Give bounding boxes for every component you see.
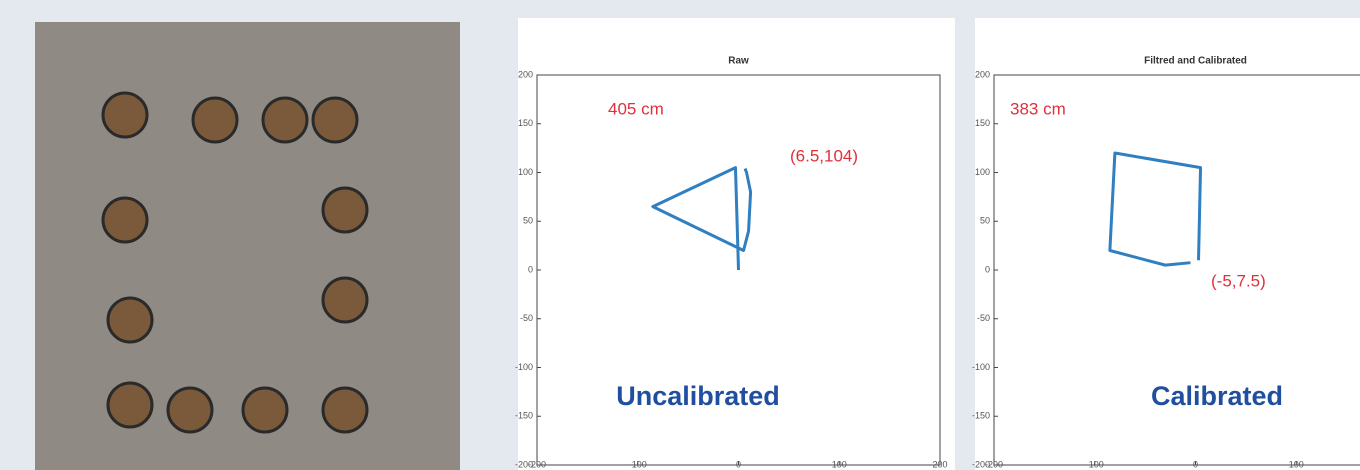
x-tick-label: 200 (932, 459, 947, 469)
y-tick-label: 200 (975, 69, 990, 79)
y-tick-label: 50 (523, 216, 533, 226)
annotation: (-5,7.5) (1211, 271, 1266, 290)
annotation: Uncalibrated (616, 381, 780, 411)
annotation: (6.5,104) (790, 146, 858, 165)
chart-title: Filtred and Calibrated (1144, 56, 1247, 67)
y-tick-label: -50 (977, 313, 990, 323)
x-tick-label: 100 (1289, 459, 1304, 469)
x-tick-label: 0 (1193, 459, 1198, 469)
x-tick-label: -100 (629, 459, 647, 469)
y-tick-label: -100 (972, 362, 990, 372)
y-tick-label: 100 (975, 167, 990, 177)
annotation: 405 cm (608, 99, 664, 118)
y-tick-label: 50 (980, 216, 990, 226)
x-tick-label: -200 (528, 459, 546, 469)
chart-panel: Filtred and Calibrated -200 -150 -100 -50 0 50… (972, 18, 1360, 470)
y-tick-label: 150 (975, 118, 990, 128)
y-tick-label: -50 (520, 313, 533, 323)
x-tick-label: -200 (985, 459, 1003, 469)
y-tick-label: 150 (518, 118, 533, 128)
x-tick-label: -100 (1086, 459, 1104, 469)
y-tick-label: 0 (528, 264, 533, 274)
x-tick-label: 0 (736, 459, 741, 469)
y-tick-label: -150 (515, 411, 533, 421)
robot-photo (35, 22, 460, 470)
y-tick-label: 100 (518, 167, 533, 177)
y-tick-label: 0 (985, 264, 990, 274)
annotation: 383 cm (1010, 99, 1066, 118)
screen: Raw -200 -150 -100 -50 0 50 100 150 200 -200 -100 0 1… (0, 0, 1360, 470)
y-tick-label: 200 (518, 69, 533, 79)
chart-title: Raw (728, 56, 749, 67)
x-tick-label: 100 (832, 459, 847, 469)
y-tick-label: -150 (972, 411, 990, 421)
y-tick-label: -100 (515, 362, 533, 372)
annotation: Calibrated (1151, 381, 1283, 411)
